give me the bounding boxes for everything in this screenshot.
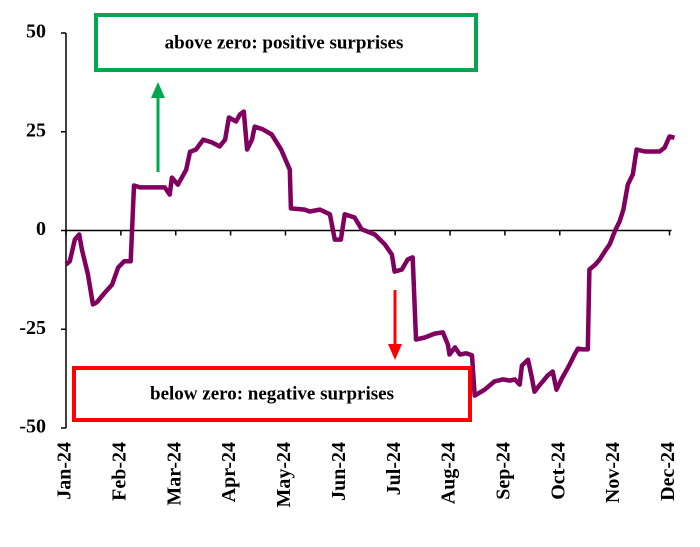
x-tick-label: May-24 — [273, 442, 295, 508]
x-tick-label: Aug-24 — [438, 442, 460, 504]
x-tick-label: Sep-24 — [493, 442, 515, 500]
y-tick-label: 50 — [26, 21, 46, 43]
positive-annotation: above zero: positive surprises — [165, 32, 404, 53]
y-tick-label: 0 — [36, 218, 46, 240]
positive-box — [94, 13, 478, 72]
x-tick-label: Jun-24 — [328, 442, 350, 501]
down-arrow-head — [388, 344, 402, 360]
x-tick-label: Nov-24 — [602, 442, 624, 503]
negative-annotation: below zero: negative surprises — [150, 383, 394, 404]
y-tick-label: -50 — [19, 416, 46, 438]
series-line — [64, 109, 676, 398]
x-tick-label: Jul-24 — [383, 442, 405, 495]
x-tick-label: Apr-24 — [218, 442, 240, 502]
x-tick-label: Dec-24 — [657, 442, 679, 501]
up-arrow-head — [151, 82, 165, 98]
x-tick-label: Feb-24 — [108, 442, 130, 501]
y-tick-label: 25 — [26, 119, 46, 141]
y-tick-label: -25 — [19, 317, 46, 339]
x-tick-label: Jan-24 — [54, 442, 76, 500]
x-tick-label: Oct-24 — [547, 442, 569, 500]
x-tick-label: Mar-24 — [163, 442, 185, 506]
negative-box — [72, 366, 472, 422]
